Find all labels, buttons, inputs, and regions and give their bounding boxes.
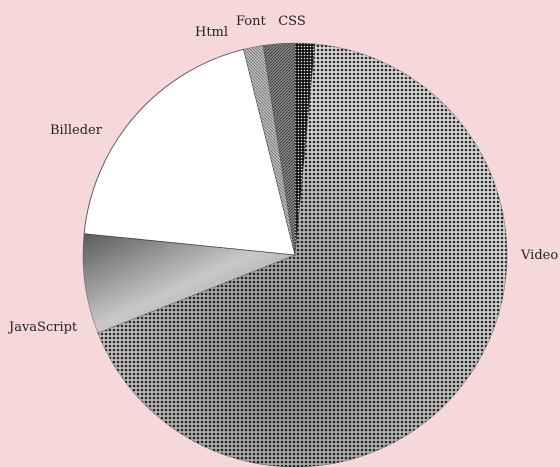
pie-label-video: Video [520,248,558,263]
pie-label-billeder: Billeder [50,123,103,138]
pie-slice-javascript [82,233,296,334]
pie-label-javascript: JavaScript [7,320,78,335]
pie-label-css: CSS [278,14,306,29]
pie-label-html: Html [195,25,228,40]
pie-slice-font [262,42,296,256]
pie-label-font: Font [236,14,267,29]
pie-slice-video-shade [97,43,508,467]
pie-slice-billeder [83,48,296,256]
